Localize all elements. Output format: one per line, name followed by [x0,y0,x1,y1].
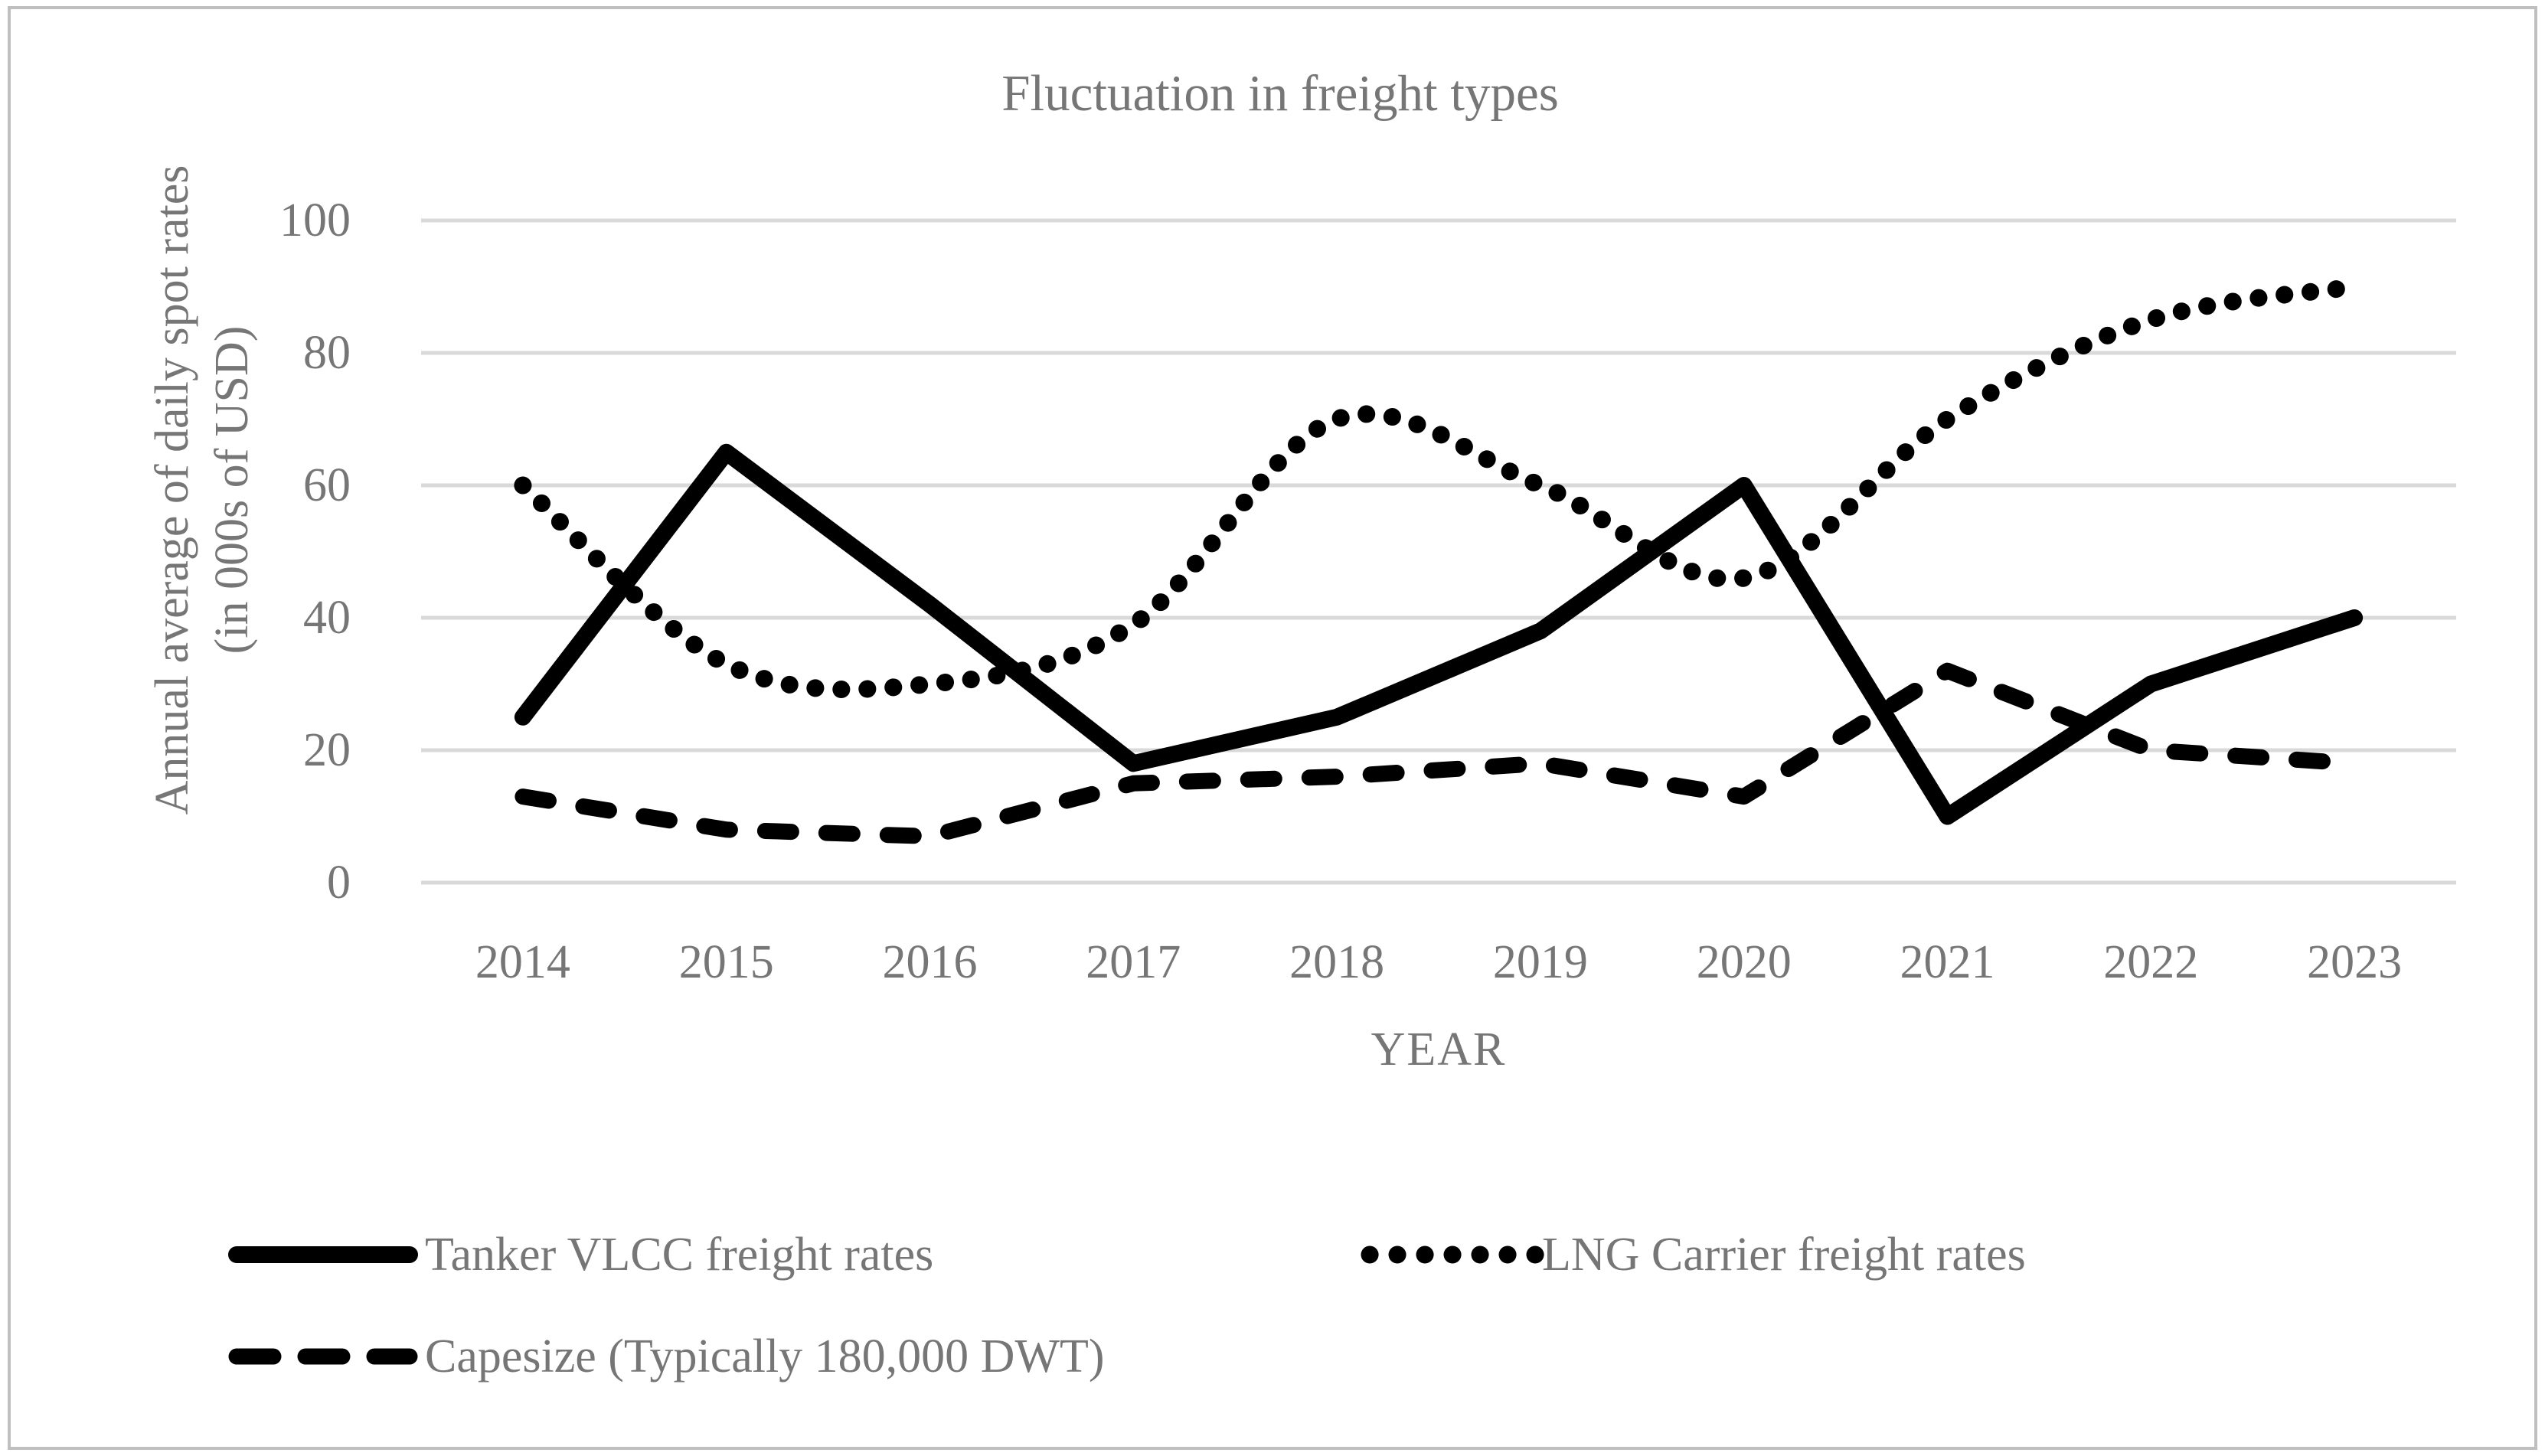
x-tick-label-2021: 2021 [1900,936,1995,988]
legend-swatch-solid [228,1246,418,1263]
y-tick-label-0: 0 [327,857,351,909]
series-line-dashed [515,662,2363,844]
chart-border [8,6,2537,1450]
legend-swatch-dotted [1361,1245,1552,1264]
x-tick-label-2015: 2015 [678,936,774,988]
x-tick-label-2016: 2016 [882,936,978,988]
x-tick-label-2022: 2022 [2103,936,2199,988]
x-axis-title: YEAR [1371,1023,1507,1076]
y-tick-label-100: 100 [279,194,351,246]
y-tick-label-80: 80 [303,327,351,379]
x-tick-label-2019: 2019 [1492,936,1588,988]
x-tick-label-2014: 2014 [475,936,570,988]
x-tick-label-2018: 2018 [1289,936,1385,988]
x-tick-label-2020: 2020 [1696,936,1792,988]
legend-swatch-dashed [228,1348,418,1365]
legend-label-tanker-vlcc: Tanker VLCC freight rates [425,1229,934,1281]
y-tick-label-60: 60 [303,459,351,511]
series-line-dotted [514,278,2364,699]
legend-label-capesize: Capesize (Typically 180,000 DWT) [425,1330,1105,1383]
y-tick-label-20: 20 [303,724,351,776]
series-line-solid [514,443,2364,825]
legend-label-lng-carrier: LNG Carrier freight rates [1542,1229,2026,1281]
y-tick-label-40: 40 [303,592,351,644]
x-tick-label-2017: 2017 [1086,936,1181,988]
x-tick-label-2023: 2023 [2307,936,2403,988]
chart-title: Fluctuation in freight types [1001,65,1559,122]
